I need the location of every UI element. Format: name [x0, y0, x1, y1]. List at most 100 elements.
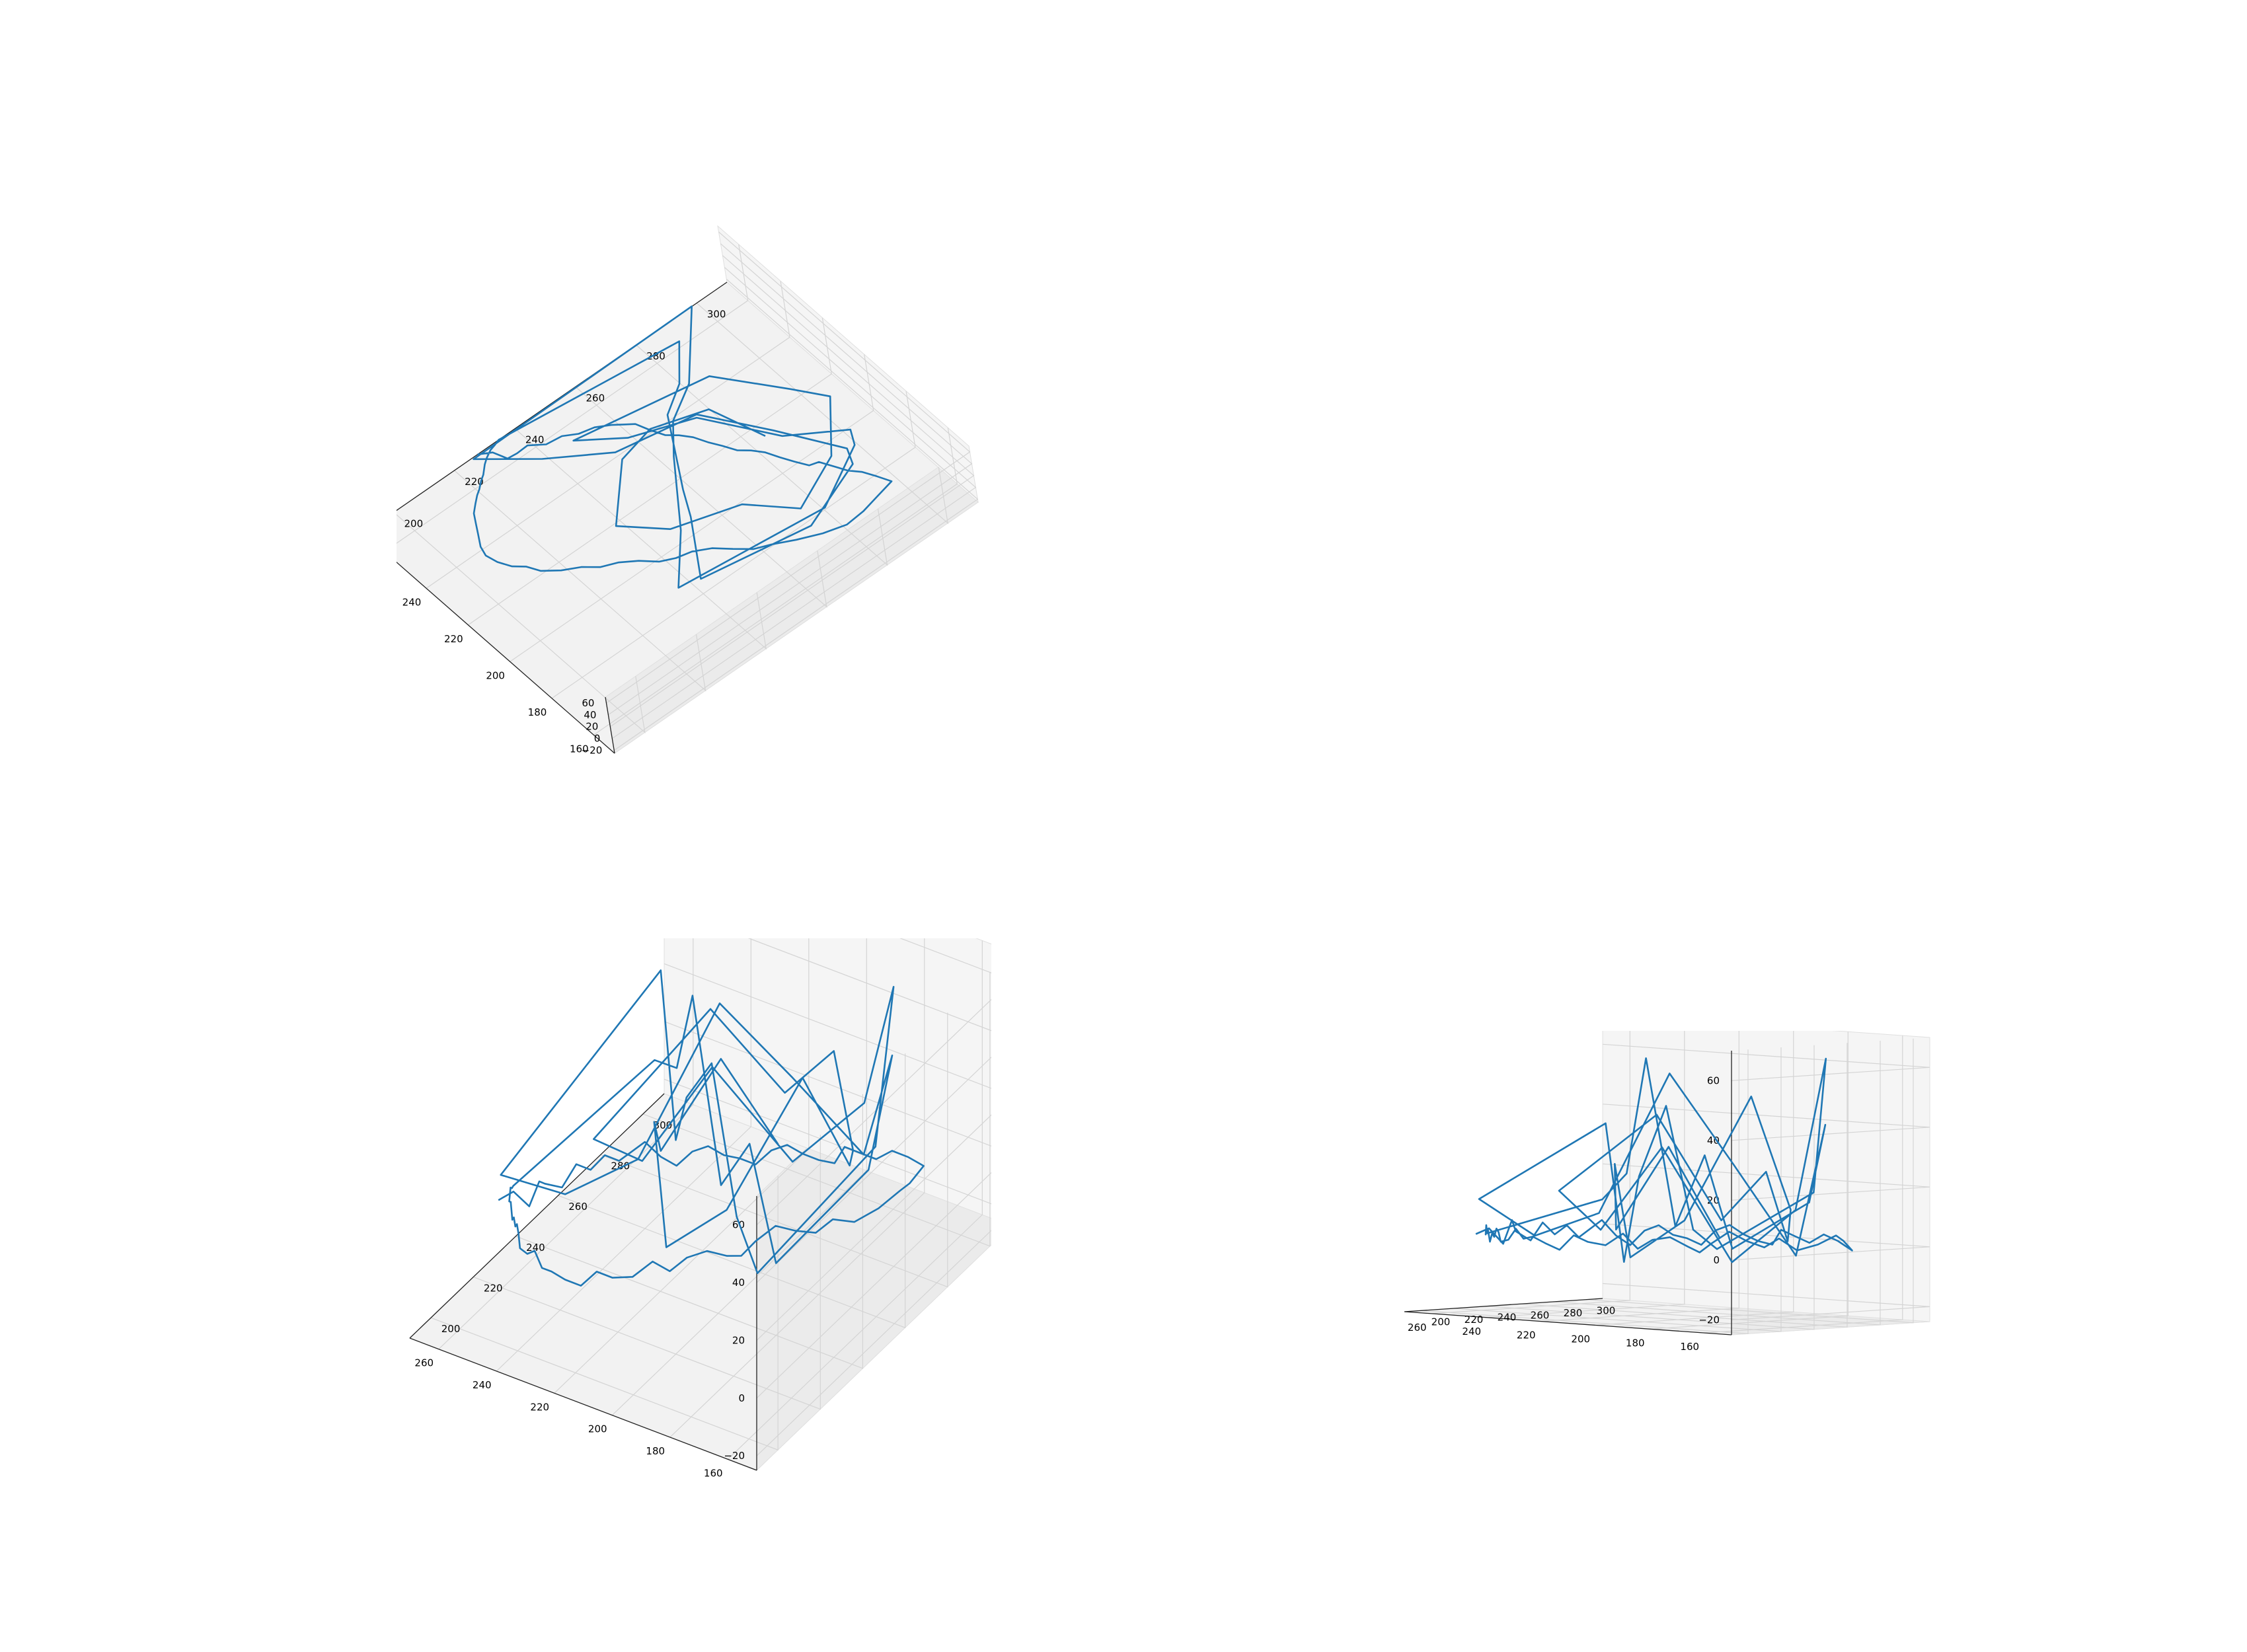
tick-labels: 2602402202001801602002202402602803006040… — [402, 309, 726, 757]
gridline-z — [664, 1078, 991, 1456]
gridline-y — [558, 1053, 906, 1329]
chart-panel-bottom-left: 2602402202001801602002202402602803006040… — [409, 938, 991, 1479]
series-line — [498, 969, 925, 1287]
gridline-x — [1486, 1031, 1685, 1318]
y-tick-label: 280 — [611, 1160, 630, 1172]
y-tick-label: 200 — [404, 517, 424, 529]
gridline-y — [1552, 1041, 1881, 1326]
pane-y-wall — [1602, 1031, 1930, 1322]
gridline-z — [1602, 1043, 1930, 1081]
gridline-x — [510, 354, 874, 662]
y-tick-label: 200 — [441, 1323, 461, 1335]
gridline-z — [747, 938, 991, 1283]
gridline-z — [756, 938, 991, 1226]
gridline-x — [669, 938, 925, 1438]
x-tick-label: 200 — [1571, 1333, 1590, 1345]
y-axis-line — [1404, 1298, 1603, 1312]
z-tick-label: −20 — [724, 1450, 745, 1462]
gridline-y — [473, 1135, 821, 1410]
z-tick-label: 40 — [584, 709, 596, 721]
gridline-x — [397, 244, 749, 544]
gridline-y — [1585, 1038, 1914, 1324]
x-tick-label: 240 — [473, 1379, 492, 1391]
gridline-z — [611, 267, 977, 739]
x-tick-label: 260 — [414, 1357, 434, 1369]
gridline-x — [1650, 1032, 1848, 1330]
gridline-z — [613, 279, 979, 751]
gridline-x — [551, 391, 916, 699]
y-tick-label: 260 — [586, 392, 605, 404]
x-tick-label: 220 — [444, 633, 463, 645]
y-tick-label: 260 — [1531, 1309, 1550, 1321]
x-tick-label: 200 — [588, 1423, 607, 1435]
y-tick-label: 220 — [465, 476, 484, 488]
gridline-x — [426, 281, 790, 589]
z-tick-label: 0 — [1713, 1254, 1720, 1266]
series-line — [1475, 1057, 1853, 1263]
gridline-y — [575, 386, 827, 608]
z-axis-line — [605, 696, 615, 754]
gridline-x — [1595, 1031, 1794, 1326]
axes — [409, 1093, 757, 1471]
x-tick-label: 160 — [1680, 1341, 1699, 1353]
z-tick-label: −20 — [1698, 1314, 1720, 1326]
y-tick-label: 300 — [1597, 1305, 1616, 1317]
gridline-y — [696, 303, 949, 525]
x-tick-label: 260 — [1408, 1322, 1427, 1333]
y-axis-line — [409, 1093, 665, 1339]
gridline-y — [515, 1094, 864, 1369]
gridline-y — [397, 514, 646, 733]
gridline-z — [1602, 1223, 1930, 1261]
x-tick-label: 220 — [1517, 1330, 1536, 1341]
series-line — [473, 305, 893, 589]
gridline-x — [496, 938, 751, 1372]
trajectory-line — [498, 969, 925, 1287]
x-axis-line — [397, 561, 615, 754]
x-tick-label: 180 — [646, 1445, 665, 1457]
z-tick-label: 0 — [738, 1392, 745, 1404]
z-tick-label: −20 — [582, 745, 603, 757]
gridlines — [397, 231, 979, 751]
chart-panel-top-left: 2602402202001801602002202402602803006040… — [397, 225, 979, 757]
y-tick-label: 280 — [1564, 1307, 1583, 1319]
gridline-z — [1602, 1283, 1930, 1320]
gridline-x — [438, 938, 694, 1350]
y-tick-label: 260 — [568, 1201, 588, 1213]
gridline-z — [1602, 1104, 1930, 1141]
gridline-y — [1519, 1043, 1848, 1328]
x-tick-label: 240 — [402, 596, 422, 608]
gridline-y — [642, 971, 991, 1247]
gridline-y — [430, 1176, 779, 1451]
gridline-y — [1453, 1047, 1782, 1332]
y-tick-label: 240 — [526, 1242, 545, 1254]
gridline-y — [454, 470, 706, 692]
x-axis-line — [1404, 1311, 1732, 1335]
gridline-z — [606, 231, 971, 704]
x-tick-label: 200 — [486, 669, 505, 681]
gridline-x — [727, 940, 983, 1460]
gridline-x — [1431, 1031, 1630, 1314]
gridline-z — [608, 243, 973, 716]
z-tick-label: 40 — [732, 1277, 745, 1289]
z-tick-label: 40 — [1707, 1135, 1720, 1146]
x-axis-line — [409, 1337, 757, 1471]
gridline-y — [1420, 1049, 1749, 1334]
y-tick-label: 300 — [707, 309, 726, 320]
trajectory-line — [473, 305, 893, 589]
x-tick-label: 180 — [528, 706, 547, 718]
gridline-y — [514, 428, 767, 650]
y-tick-label: 200 — [1431, 1316, 1451, 1328]
gridline-z — [610, 255, 975, 728]
z-tick-label: 0 — [594, 733, 601, 745]
gridline-y — [600, 1012, 948, 1288]
gridline-x — [467, 317, 832, 626]
axes — [1404, 1051, 1732, 1335]
x-tick-label: 240 — [1462, 1326, 1481, 1337]
pane-y-wall — [664, 938, 991, 1219]
z-tick-label: 20 — [586, 721, 598, 733]
z-tick-label: 60 — [582, 697, 594, 709]
x-tick-label: 160 — [704, 1467, 723, 1479]
